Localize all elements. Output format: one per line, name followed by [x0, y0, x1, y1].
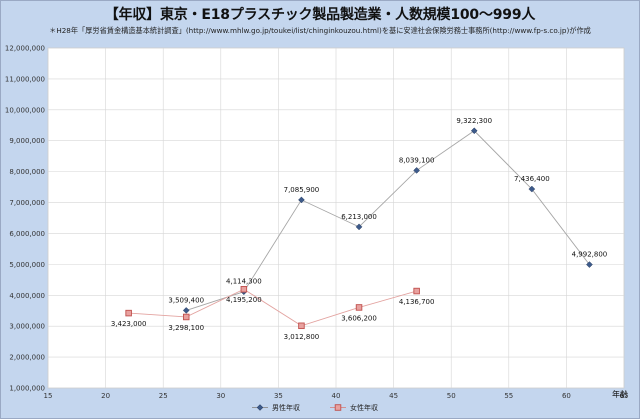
x-tick-label: 20: [101, 392, 110, 400]
x-tick-label: 45: [389, 392, 398, 400]
series-markers: [125, 127, 593, 330]
y-tick-label: 5,000,000: [9, 261, 45, 269]
male-income-point: [528, 185, 536, 193]
male-income-point: [182, 307, 190, 314]
female-income-point: [298, 322, 305, 330]
y-tick-label: 4,000,000: [9, 292, 45, 300]
x-axis-tick-labels: 15 20 25 30 35 40 45 50 55 60 65: [44, 392, 629, 400]
y-axis-tick-labels: 1,000,000 2,000,000 3,000,000 4,000,000 5,00…: [5, 45, 45, 393]
female-data-label: 3,423,000: [111, 320, 147, 328]
male-income-point: [470, 127, 478, 135]
gridlines: [47, 47, 625, 389]
male-data-label: 4,114,300: [226, 278, 262, 286]
female-income-point: [240, 285, 248, 293]
female-income-point: [182, 313, 190, 321]
x-axis-label: 年齢: [612, 389, 628, 399]
male-income-point: [298, 196, 305, 204]
female-income-point: [125, 309, 132, 317]
female-data-label: 3,012,800: [284, 333, 320, 341]
x-tick-label: 65: [620, 392, 629, 400]
male-data-label: 9,322,300: [456, 117, 492, 125]
y-tick-label: 8,000,000: [9, 168, 45, 176]
female-income-point: [355, 304, 363, 311]
male-data-label: 8,039,100: [399, 156, 435, 164]
female-income-point: [413, 287, 420, 295]
male-data-label: 7,085,900: [284, 186, 320, 194]
female-data-label: 3,606,200: [341, 314, 377, 322]
female-data-label: 3,298,100: [168, 324, 204, 332]
y-tick-label: 2,000,000: [9, 354, 45, 362]
x-tick-label: 40: [332, 392, 341, 400]
female-income-line: [128, 288, 417, 327]
male-income-point: [586, 261, 593, 268]
legend-female-label: 女性年収: [350, 403, 378, 412]
legend-female-marker: [334, 404, 342, 411]
y-tick-label: 6,000,000: [9, 230, 45, 238]
y-tick-label: 7,000,000: [9, 199, 45, 207]
x-tick-label: 35: [274, 392, 283, 400]
male-data-label: 6,213,000: [341, 213, 377, 221]
y-tick-label: 9,000,000: [9, 137, 45, 145]
chart-title: 【年収】東京・E18プラスチック製品製造業・人数規模100～999人: [104, 7, 536, 23]
legend-male-marker: [256, 404, 264, 411]
x-tick-label: 55: [504, 392, 513, 400]
male-income-point: [355, 223, 363, 231]
data-labels: 3,509,400 4,114,300 7,085,900 6,213,000 8,03…: [111, 117, 607, 341]
x-tick-label: 15: [44, 392, 53, 400]
male-data-label: 4,992,800: [572, 251, 608, 259]
y-tick-label: 3,000,000: [9, 323, 45, 331]
x-tick-label: 50: [447, 392, 456, 400]
female-data-label: 4,195,200: [226, 296, 262, 304]
legend: 男性年収 女性年収: [252, 403, 378, 412]
x-tick-label: 30: [216, 392, 225, 400]
y-tick-label: 12,000,000: [5, 45, 45, 53]
x-tick-label: 60: [562, 392, 571, 400]
male-income-point: [413, 167, 420, 174]
source-note: ＊H28年「厚労省賃金構造基本統計調査」(http://www.mhlw.go.…: [49, 26, 591, 35]
y-tick-label: 1,000,000: [9, 385, 45, 393]
male-income-line: [186, 130, 590, 311]
male-data-label: 3,509,400: [168, 296, 204, 304]
male-data-label: 7,436,400: [514, 175, 550, 183]
female-data-label: 4,136,700: [399, 298, 435, 306]
y-tick-label: 10,000,000: [5, 106, 45, 114]
legend-male-label: 男性年収: [272, 403, 300, 412]
x-tick-label: 25: [159, 392, 168, 400]
series-lines: [128, 130, 590, 327]
y-tick-label: 11,000,000: [5, 75, 45, 83]
